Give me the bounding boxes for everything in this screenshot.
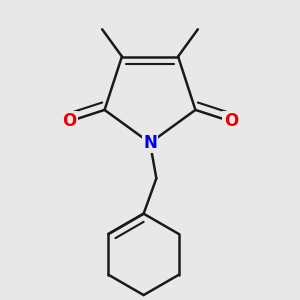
Text: O: O xyxy=(224,112,238,130)
Text: O: O xyxy=(62,112,76,130)
Text: N: N xyxy=(143,134,157,152)
